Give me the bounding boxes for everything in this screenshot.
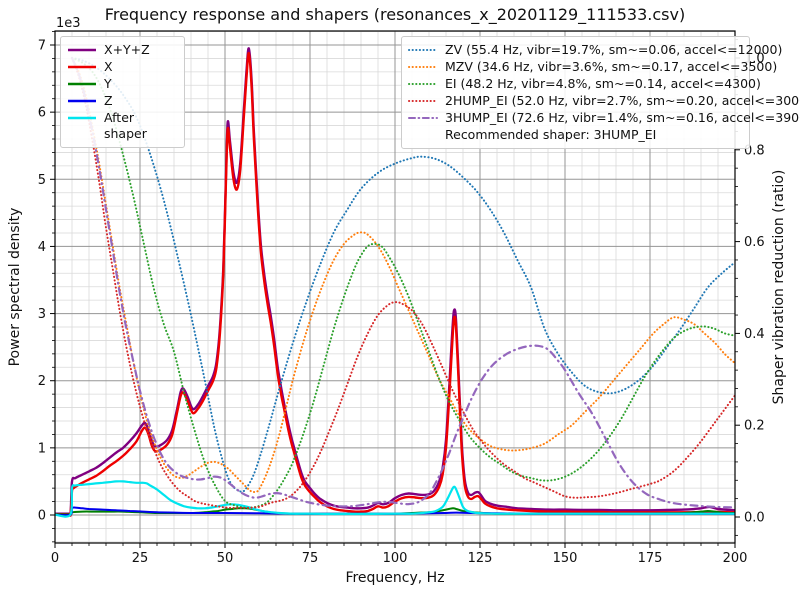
chart-title: Frequency response and shapers (resonanc… [104, 5, 686, 24]
legend-label-3hump-ei: 3HUMP_EI (72.6 Hz, vibr=1.4%, sm~=0.16, … [445, 110, 800, 125]
series-ei [71, 57, 735, 509]
legend-item-3hump-ei: 3HUMP_EI (72.6 Hz, vibr=1.4%, sm~=0.16, … [408, 110, 800, 126]
legend-label-after-shaper: After shaper [104, 110, 147, 141]
y-left-tick-label: 1 [38, 441, 46, 456]
legend-line-sample [68, 116, 96, 119]
legend-sample-3hump-ei [408, 110, 438, 125]
legend-sample-ei [408, 76, 438, 91]
legend-label-y: Y [104, 76, 112, 91]
legend-line-sample [408, 82, 438, 85]
legend-item-ei: EI (48.2 Hz, vibr=4.8%, sm~=0.14, accel<… [408, 76, 761, 92]
legend-sample-mzv [408, 59, 438, 74]
legend-item-after-shaper: After shaper [67, 110, 177, 142]
legend-sample-x-y-z [67, 42, 97, 57]
y-left-tick-label: 2 [38, 374, 46, 389]
legend-label-x: X [104, 59, 113, 74]
legend-item-y: Y [67, 76, 177, 92]
series-curves [55, 47, 735, 518]
y-left-tick-label: 7 [38, 39, 46, 54]
y-right-axis-label: Shaper vibration reduction (ratio) [771, 169, 787, 405]
legend-label-recommended-shaper: Recommended shaper: 3HUMP_EI [445, 127, 657, 142]
axis-ticks [50, 31, 740, 548]
legend-sample-y [67, 76, 97, 91]
x-tick-label: 50 [217, 551, 234, 566]
legend-line-sample [68, 65, 96, 68]
y-right-tick-label: 0.6 [744, 235, 765, 250]
y-right-tick-label: 0.4 [744, 327, 765, 342]
x-tick-label: 0 [51, 551, 59, 566]
legend-psd: X+Y+Z X Y Z After shaper [60, 36, 185, 148]
y-left-tick-label: 3 [38, 307, 46, 322]
legend-label-z: Z [104, 93, 113, 108]
legend-item-mzv: MZV (34.6 Hz, vibr=3.6%, sm~=0.17, accel… [408, 59, 777, 75]
y-right-tick-label: 0.0 [744, 511, 765, 526]
legend-item-x: X [67, 59, 177, 75]
y-left-tick-label: 4 [38, 240, 46, 255]
legend-sample-empty [408, 127, 438, 142]
x-tick-label: 200 [723, 551, 748, 566]
legend-item-zv: ZV (55.4 Hz, vibr=19.7%, sm~=0.06, accel… [408, 42, 782, 58]
legend-label-ei: EI (48.2 Hz, vibr=4.8%, sm~=0.14, accel<… [445, 76, 761, 91]
series-3hump-ei [70, 56, 735, 509]
legend-line-sample [68, 48, 96, 51]
series-x-y-z [55, 47, 735, 517]
legend-line-sample [68, 99, 96, 102]
y-left-tick-label: 5 [38, 173, 46, 188]
series-zv [71, 57, 735, 493]
legend-sample-zv [408, 42, 438, 57]
series-after-shaper [55, 480, 735, 518]
x-tick-label: 150 [553, 551, 578, 566]
x-tick-label: 125 [468, 551, 493, 566]
legend-sample-after-shaper [67, 110, 97, 125]
series-2hump-ei [71, 57, 735, 509]
legend-shapers: ZV (55.4 Hz, vibr=19.7%, sm~=0.06, accel… [401, 36, 800, 149]
legend-line-sample [408, 48, 438, 51]
y-right-tick-label: 0.2 [744, 419, 765, 434]
legend-item-recommended-shaper: Recommended shaper: 3HUMP_EI [408, 127, 742, 143]
x-tick-label: 100 [383, 551, 408, 566]
y-left-axis-label: Power spectral density [7, 207, 23, 367]
legend-line-sample [68, 82, 96, 85]
axis-tick-labels: 0 25 50 75 100 125 150 175 200 0 1 2 3 4 5 6 7 0.0 0.2 0.4 0… [38, 39, 765, 567]
x-tick-label: 75 [302, 551, 319, 566]
legend-label-x-y-z: X+Y+Z [104, 42, 150, 57]
legend-item-z: Z [67, 93, 177, 109]
legend-item-2hump-ei: 2HUMP_EI (52.0 Hz, vibr=2.7%, sm~=0.20, … [408, 93, 800, 109]
legend-item-x-y-z: X+Y+Z [67, 42, 177, 58]
x-tick-label: 25 [132, 551, 149, 566]
legend-sample-z [67, 93, 97, 108]
x-axis-label: Frequency, Hz [345, 570, 445, 586]
legend-label-2hump-ei: 2HUMP_EI (52.0 Hz, vibr=2.7%, sm~=0.20, … [445, 93, 800, 108]
legend-sample-2hump-ei [408, 93, 438, 108]
legend-line-sample [408, 116, 438, 119]
legend-label-mzv: MZV (34.6 Hz, vibr=3.6%, sm~=0.17, accel… [445, 59, 778, 74]
y-left-offset-text: 1e3 [56, 16, 81, 31]
y-left-tick-label: 0 [38, 509, 46, 524]
legend-label-zv: ZV (55.4 Hz, vibr=19.7%, sm~=0.06, accel… [445, 42, 783, 57]
legend-line-sample [408, 99, 438, 102]
legend-line-sample [408, 65, 438, 68]
y-left-tick-label: 6 [38, 106, 46, 121]
legend-sample-x [67, 59, 97, 74]
x-tick-label: 175 [638, 551, 663, 566]
